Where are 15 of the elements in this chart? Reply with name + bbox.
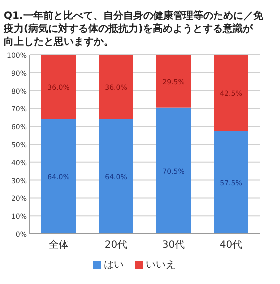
x-tick-label: 全体 [48,239,69,251]
bar [99,55,134,120]
legend-label: いいえ [146,260,176,271]
bar [42,55,76,120]
bar [42,119,76,234]
bar [99,119,134,234]
x-tick-label: 30代 [162,240,186,251]
bar [214,55,248,132]
x-tick-label: 40代 [220,240,243,251]
x-tick-label: 20代 [104,240,128,251]
bar [156,55,191,108]
legend-label: はい [104,260,124,271]
bar [156,108,191,234]
bar [214,131,248,234]
chart-title: Q1.一年前と比べて、自分自身の健康管理等のために／免疫力(病気に対する体の抵抗力)を高めようとする意識が向上したと思いますか。 [3,10,264,48]
